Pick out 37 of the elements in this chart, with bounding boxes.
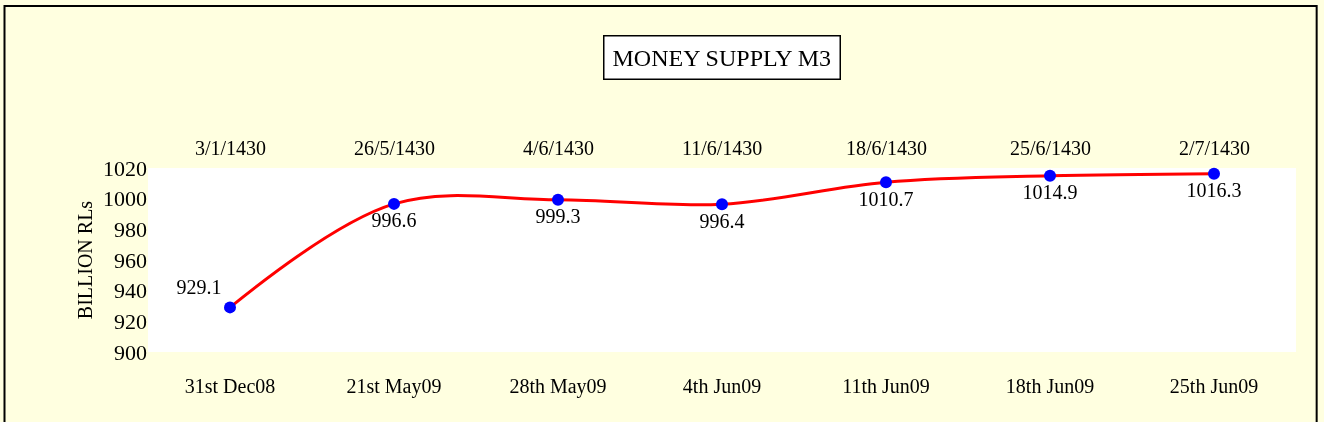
text: 25/6/1430 xyxy=(1010,137,1092,159)
data-label: 1014.9 xyxy=(1022,181,1078,204)
x-tick-label: 28th May09 xyxy=(509,375,607,398)
x-tick-label: 11th Jun09 xyxy=(842,375,930,397)
data-label: 929.1 xyxy=(176,275,222,298)
x-tick-label: 25th Jun09 xyxy=(1169,375,1259,397)
x-tick-label: 21st May09 xyxy=(346,375,442,398)
text: 26/5/1430 xyxy=(354,137,436,159)
point xyxy=(552,193,564,206)
y-axis-title: BILLION RLs xyxy=(73,200,96,320)
point xyxy=(1208,167,1220,180)
y-tick-label: 920 xyxy=(114,309,147,335)
text: 2/7/1430 xyxy=(1179,137,1251,159)
data-label: 996.4 xyxy=(699,209,745,232)
text: 11/6/1430 xyxy=(682,137,763,159)
x-tick-label: 31st Dec08 xyxy=(184,375,276,397)
point xyxy=(880,176,892,189)
y-tick-label: 940 xyxy=(114,278,147,304)
x-tick-label: 4th Jun09 xyxy=(682,375,762,397)
text: 4/6/1430 xyxy=(523,137,595,159)
text: 3/1/1430 xyxy=(195,137,267,159)
y-tick-label: 1020 xyxy=(103,155,147,181)
data-label: 996.6 xyxy=(371,209,417,232)
point xyxy=(224,301,236,314)
chart-title: MONEY SUPPLY M3 xyxy=(612,44,832,71)
data-label: 999.3 xyxy=(535,205,581,228)
text: 18/6/1430 xyxy=(846,137,928,159)
data-label: 1010.7 xyxy=(858,187,914,210)
y-tick-label: 980 xyxy=(114,217,147,243)
point xyxy=(716,198,728,211)
y-tick-label: 1000 xyxy=(103,186,147,212)
point xyxy=(388,197,400,210)
point xyxy=(1044,169,1056,182)
x-tick-label: 18th Jun09 xyxy=(1005,375,1095,397)
y-tick-label: 900 xyxy=(114,339,147,365)
y-tick-label: 960 xyxy=(114,247,147,273)
data-label: 1016.3 xyxy=(1186,179,1242,202)
